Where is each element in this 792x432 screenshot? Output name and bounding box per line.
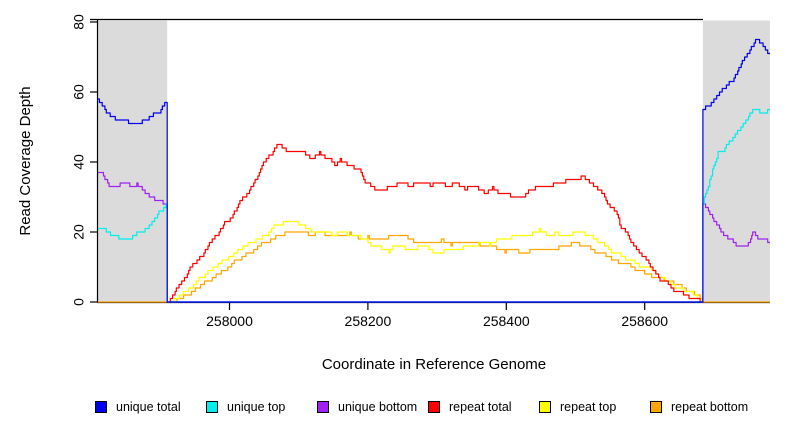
legend-label: unique total: [116, 400, 181, 414]
legend-label: repeat bottom: [671, 400, 749, 414]
legend-label: repeat total: [449, 400, 512, 414]
legend-label: unique top: [227, 400, 286, 414]
legend-swatch-icon: [650, 401, 662, 413]
legend-item-repeat-bottom: repeat bottom: [650, 400, 761, 414]
chart-svg: 0 20 40 60 80 258000 258200 258400 258600 Read Co…: [17, 14, 770, 373]
y-tick-label: 0: [71, 298, 87, 306]
y-tick-label: 20: [71, 224, 87, 240]
y-axis-title: Read Coverage Depth: [17, 86, 34, 235]
legend-item-unique-bottom: unique bottom: [317, 400, 428, 414]
y-tick-label: 60: [71, 84, 87, 100]
legend-swatch-icon: [95, 401, 107, 413]
legend-item-repeat-total: repeat total: [428, 400, 539, 414]
legend-swatch-icon: [539, 401, 551, 413]
legend-label: repeat top: [560, 400, 617, 414]
x-tick-label: 258400: [483, 313, 530, 329]
series-unique-bottom: [98, 171, 770, 303]
legend-item-repeat-top: repeat top: [539, 400, 650, 414]
series-repeat-bottom: [98, 231, 770, 303]
legend-item-unique-total: unique total: [95, 400, 206, 414]
legend-swatch-icon: [206, 401, 218, 413]
x-axis-title: Coordinate in Reference Genome: [322, 356, 546, 373]
series-repeat-total: [169, 143, 703, 303]
y-tick-label: 80: [71, 14, 87, 30]
legend-swatch-icon: [317, 401, 329, 413]
series-unique-top: [98, 108, 770, 303]
x-tick-label: 258200: [345, 313, 392, 329]
series-repeat-top: [171, 220, 703, 303]
legend: unique total unique top unique bottom repea…: [95, 398, 785, 416]
x-tick-label: 258000: [206, 313, 253, 329]
y-tick-label: 40: [71, 154, 87, 170]
plot-area: 0 20 40 60 80 258000 258200 258400 258600 Read Co…: [17, 14, 770, 373]
shaded-region-right: [702, 20, 770, 302]
legend-label: unique bottom: [338, 400, 418, 414]
x-tick-label: 258600: [621, 313, 668, 329]
legend-swatch-icon: [428, 401, 440, 413]
legend-item-unique-top: unique top: [206, 400, 317, 414]
shaded-region-left: [98, 20, 168, 302]
series-unique-total: [98, 38, 770, 303]
